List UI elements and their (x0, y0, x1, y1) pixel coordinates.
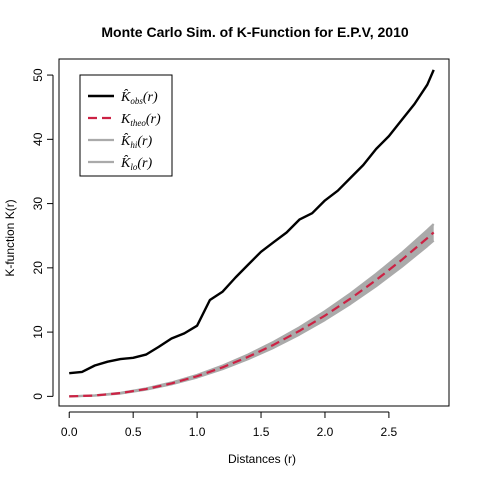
x-tick-label: 2.0 (317, 425, 334, 439)
plot-area (69, 69, 435, 398)
series-line-theo (69, 231, 435, 398)
legend-label-obs: K̂obs(r) (120, 89, 158, 106)
y-tick-label: 0 (31, 393, 45, 400)
x-tick-label: 1.5 (253, 425, 270, 439)
x-tick-label: 2.5 (381, 425, 398, 439)
x-axis-label: Distances (r) (228, 452, 296, 466)
series-line-obs (69, 69, 435, 375)
legend-label-theo: Ktheo(r) (120, 112, 161, 128)
envelope-band (69, 224, 434, 397)
y-tick-label: 50 (31, 68, 45, 82)
x-axis: 0.0 0.5 1.0 1.5 2.0 2.5 (61, 411, 398, 439)
y-tick-label: 30 (31, 197, 45, 211)
plot-frame (58, 58, 450, 407)
x-tick-label: 0.5 (125, 425, 142, 439)
y-tick-label: 10 (31, 325, 45, 339)
legend: K̂obs(r) Ktheo(r) K̂hi(r) K̂lo(r) (79, 74, 173, 177)
x-tick-label: 0.0 (61, 425, 78, 439)
y-tick-label: 20 (31, 261, 45, 275)
y-axis-label: K-function K(r) (3, 199, 17, 276)
series-line-lo (69, 239, 435, 398)
y-tick-label: 40 (31, 132, 45, 146)
legend-label-lo: K̂lo(r) (120, 155, 152, 172)
y-axis: 0 10 20 30 40 50 (31, 68, 54, 400)
legend-box (79, 74, 173, 177)
series-line-hi (69, 223, 435, 398)
chart-title: Monte Carlo Sim. of K-Function for E.P.V… (101, 24, 408, 40)
legend-label-hi: K̂hi(r) (120, 133, 152, 150)
x-tick-label: 1.0 (189, 425, 206, 439)
